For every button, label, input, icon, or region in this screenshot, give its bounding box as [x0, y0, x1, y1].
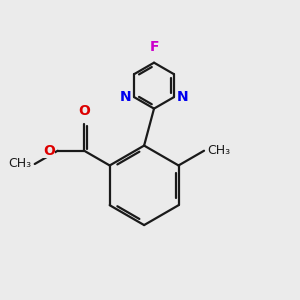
Text: O: O — [78, 104, 90, 118]
Text: F: F — [149, 40, 159, 54]
Text: O: O — [43, 144, 55, 158]
Text: N: N — [176, 90, 188, 104]
Text: N: N — [120, 90, 132, 104]
Text: CH₃: CH₃ — [9, 158, 32, 170]
Text: CH₃: CH₃ — [208, 144, 231, 157]
